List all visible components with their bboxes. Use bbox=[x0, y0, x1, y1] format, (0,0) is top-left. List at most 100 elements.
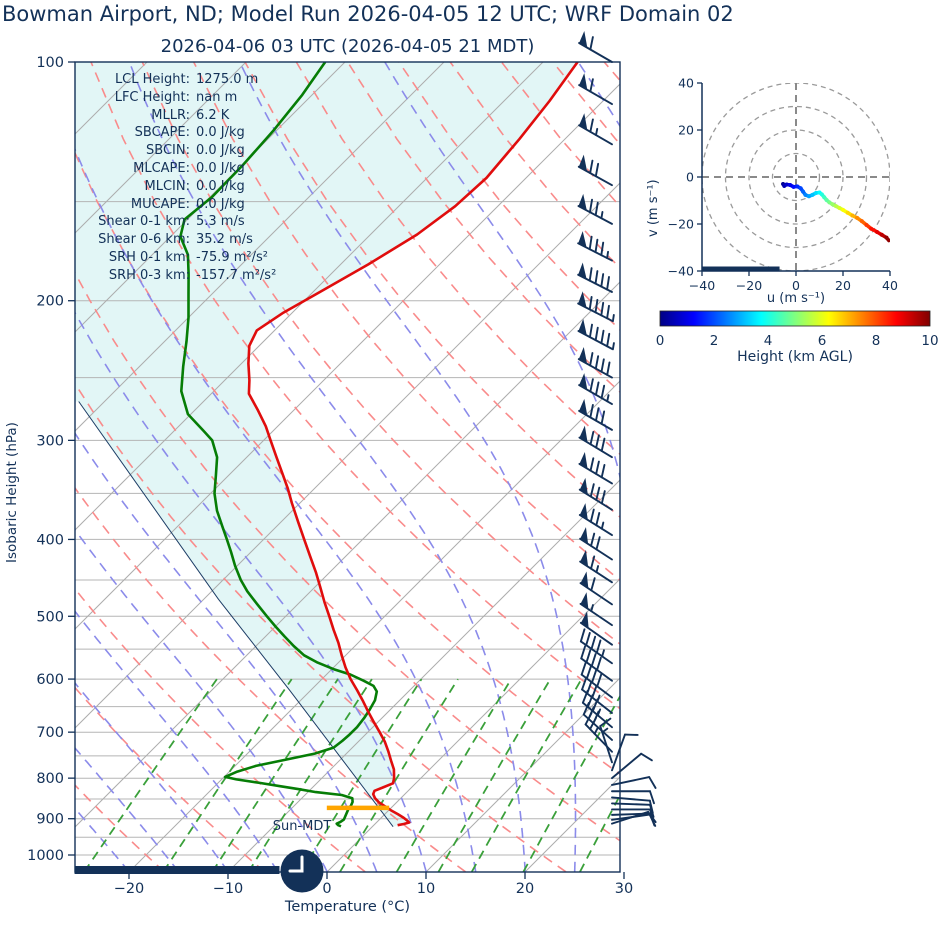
dry-adiabat-line bbox=[75, 151, 620, 776]
barb-full bbox=[649, 790, 655, 805]
barb-full bbox=[589, 457, 595, 472]
barb-full bbox=[600, 463, 606, 479]
barb-flag bbox=[579, 425, 588, 443]
barb-full bbox=[594, 298, 599, 314]
dry-adiabat-line bbox=[656, 62, 940, 872]
barb-flag bbox=[579, 113, 588, 131]
moist-adiabat-line bbox=[128, 62, 526, 872]
pressure-tick-label: 600 bbox=[36, 672, 64, 688]
moist-adiabat-line bbox=[75, 746, 180, 872]
barb-full bbox=[582, 701, 590, 716]
isotherm-line bbox=[723, 62, 940, 872]
pressure-tick-label: 500 bbox=[36, 609, 64, 625]
dry-adiabat-line bbox=[75, 486, 466, 872]
stat-value: 0.0 J/kg bbox=[196, 125, 245, 141]
night-shading-bar bbox=[74, 866, 280, 874]
barb-full bbox=[600, 273, 605, 288]
barb-full bbox=[591, 669, 598, 684]
hodograph-trace-point bbox=[824, 198, 829, 203]
barb-half bbox=[600, 211, 604, 220]
barb-full bbox=[579, 628, 586, 643]
barb-half bbox=[590, 604, 594, 613]
hodo-u-tick-label: 40 bbox=[882, 278, 898, 293]
clock-hands bbox=[288, 855, 304, 873]
hodo-v-tick-label: 20 bbox=[678, 123, 694, 138]
barb-full bbox=[600, 410, 606, 425]
wind-barb bbox=[578, 113, 613, 146]
temperature-tick-label: 10 bbox=[417, 881, 435, 897]
clock-icon bbox=[280, 849, 324, 893]
barb-full bbox=[588, 295, 593, 311]
isotherm-line bbox=[75, 83, 620, 630]
mixing-ratio-line bbox=[339, 678, 459, 872]
barb-flag bbox=[578, 291, 587, 308]
barb-full bbox=[594, 270, 599, 285]
barb-half bbox=[601, 727, 609, 734]
barb-full bbox=[589, 118, 594, 133]
barb-full bbox=[595, 486, 601, 501]
pressure-tick-label: 900 bbox=[36, 812, 64, 828]
wind-barb bbox=[577, 193, 613, 225]
mixing-ratio-line bbox=[437, 678, 552, 872]
colorbar-tick-label: 6 bbox=[818, 333, 827, 349]
stat-label: LCL Height: bbox=[114, 72, 190, 87]
pressure-tick-label: 400 bbox=[36, 532, 64, 548]
moist-adiabat-line bbox=[75, 147, 477, 872]
barb-full bbox=[600, 358, 605, 373]
isotherm-line bbox=[425, 677, 620, 872]
barb-staff bbox=[578, 84, 613, 106]
barb-full bbox=[595, 407, 600, 422]
barb-half bbox=[595, 127, 599, 137]
hodograph-ground-bar bbox=[702, 266, 780, 271]
barb-full bbox=[589, 508, 595, 523]
barb-full bbox=[588, 323, 593, 339]
barb-full bbox=[589, 716, 597, 731]
moist-adiabat-line bbox=[75, 431, 378, 872]
barb-full bbox=[596, 673, 603, 688]
barb-full bbox=[594, 201, 599, 217]
moist-adiabat-line bbox=[75, 807, 130, 872]
barb-flag bbox=[580, 571, 589, 589]
hodo-v-tick-label: 40 bbox=[678, 76, 694, 91]
stat-value: 6.2 K bbox=[196, 107, 230, 123]
isotherm-line bbox=[227, 479, 620, 872]
stat-label: MUCAPE: bbox=[130, 196, 190, 212]
barb-flag bbox=[579, 451, 588, 469]
barb-full bbox=[589, 404, 594, 419]
barb-staff bbox=[611, 810, 650, 825]
wind-barb bbox=[579, 611, 613, 646]
hodograph-trace-point bbox=[813, 190, 818, 195]
barb-full bbox=[640, 752, 653, 762]
sunset-time-label: Sun-MDT bbox=[272, 819, 332, 834]
hodograph-range-ring bbox=[724, 105, 868, 249]
barb-full bbox=[590, 555, 596, 570]
barb-full bbox=[590, 635, 597, 650]
barb-flag bbox=[578, 347, 588, 364]
valid-time-subtitle: 2026-04-06 03 UTC (2026-04-05 21 MDT) bbox=[160, 36, 535, 57]
stat-label: SRH 0-3 km: bbox=[108, 267, 190, 283]
barb-full bbox=[590, 532, 596, 547]
hodo-u-tick-label: −20 bbox=[736, 278, 762, 293]
barb-full bbox=[606, 361, 611, 376]
barb-flag bbox=[579, 30, 588, 48]
wind-barb bbox=[578, 503, 613, 537]
barb-staff bbox=[578, 42, 613, 63]
barb-full bbox=[589, 36, 594, 51]
barb-full bbox=[581, 690, 589, 704]
hodograph-range-ring bbox=[748, 129, 844, 225]
moist-adiabat-line bbox=[723, 62, 829, 872]
barb-flag bbox=[578, 154, 588, 172]
stat-value: 5.3 m/s bbox=[196, 214, 245, 230]
stat-value: 0.0 J/kg bbox=[196, 178, 245, 194]
barb-half bbox=[600, 521, 605, 530]
barb-flag bbox=[578, 231, 587, 248]
barb-full bbox=[589, 378, 594, 393]
barb-flag bbox=[579, 477, 588, 495]
barb-full bbox=[595, 639, 602, 654]
wind-barb bbox=[611, 790, 655, 805]
wind-barb bbox=[579, 571, 613, 606]
mixing-ratio-line bbox=[395, 678, 512, 872]
mixing-ratio-line bbox=[162, 678, 293, 872]
barb-full bbox=[580, 661, 587, 676]
